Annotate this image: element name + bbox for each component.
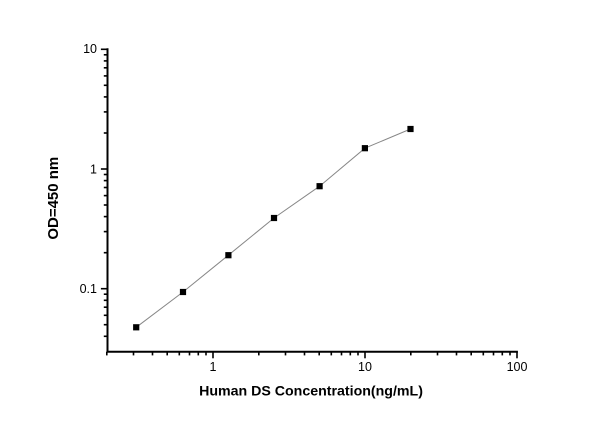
svg-text:10: 10 (358, 360, 372, 374)
svg-text:Human DS Concentration(ng/mL): Human DS Concentration(ng/mL) (199, 384, 423, 400)
svg-text:100: 100 (507, 360, 528, 374)
svg-text:OD=450 nm: OD=450 nm (45, 157, 62, 240)
svg-text:0.1: 0.1 (80, 282, 97, 296)
svg-text:1: 1 (90, 162, 97, 176)
svg-text:10: 10 (83, 42, 97, 56)
svg-text:1: 1 (210, 360, 217, 374)
